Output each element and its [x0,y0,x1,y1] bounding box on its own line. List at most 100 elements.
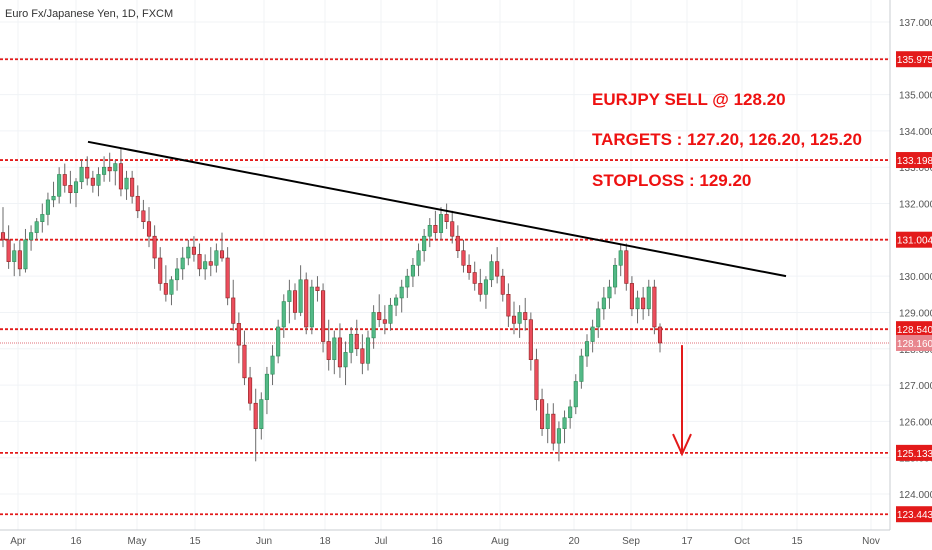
x-tick-label: 17 [681,536,693,547]
candle-body [613,264,618,288]
candle-body [124,177,129,190]
candle-body [113,163,118,172]
candle-body [281,301,286,328]
annotation-stoploss: STOPLOSS : 129.20 [592,171,752,190]
x-tick-label: Jul [375,536,388,547]
x-tick-label: Aug [491,536,509,547]
candle-body [343,352,348,368]
y-tick-label: 124.000 [899,490,932,501]
candle-body [298,279,303,313]
candle-body [219,250,225,259]
price-axis-labels: 124.000125.000126.000127.000128.000129.0… [896,18,932,523]
level-price-label: 123.443 [897,510,932,521]
candle-body [51,195,56,201]
candle-body [62,174,67,186]
time-axis-labels: Apr 16 May 15 Jun 18 Jul 16 Aug 20 Sep 17 Oct 15 Nov [10,536,880,547]
candle-body [444,214,449,222]
candle-body [545,413,550,429]
candle-body [422,235,427,252]
candle-body [528,319,533,360]
candle-body [377,312,382,321]
level-price-label: 131.004 [897,236,932,247]
candle-body [568,406,573,419]
candle-body [79,166,84,183]
trendline [87,140,787,278]
candle-body [276,326,281,357]
candle-body [315,286,320,291]
candle-body [635,297,640,310]
candle-body [197,254,202,270]
candle-body [242,344,247,379]
candle-body [337,337,342,368]
level-price-tag [896,51,932,68]
chart-title: Euro Fx/Japanese Yen, 1D, FXCM [5,8,174,20]
candle-body [579,355,584,382]
candle-body [365,337,371,364]
overlays [87,140,787,457]
level-price-tag [896,231,932,248]
candle-body [500,275,505,295]
candle-body [208,261,213,266]
candle-body [107,166,112,172]
candle-body [405,275,410,288]
level-price-tag [896,152,932,169]
candle-body [511,315,517,324]
candle-body [57,174,62,197]
candle-body [248,377,253,404]
candle-body [169,279,174,295]
candle-body [253,402,258,429]
candle-body [399,286,404,299]
candle-body [203,261,208,270]
candle-body [158,257,163,284]
level-price-tag [896,321,932,338]
candle-body [12,250,17,262]
x-tick-label: 18 [319,536,331,547]
candle-body [332,337,337,360]
candle-body [68,185,73,193]
candle-body [349,333,354,353]
x-tick-label: 16 [431,536,443,547]
x-tick-label: Nov [862,536,880,547]
y-tick-label: 130.000 [899,272,932,283]
candle-body [236,323,241,346]
candle-body [388,304,393,324]
candle-body [102,166,107,175]
x-tick-label: 15 [791,536,803,547]
candle-body [360,348,365,364]
candle-body [326,341,331,360]
level-price-label: 135.975 [897,55,932,66]
x-tick-label: 16 [70,536,82,547]
candle-body [601,297,606,310]
gridlines [0,0,890,530]
x-tick-label: Apr [10,536,26,547]
candle-body [641,297,646,310]
candle-body [292,290,298,313]
candle-body [607,286,612,299]
candle-body [45,199,50,215]
level-price-label: 133.198 [897,156,932,167]
candle-body [264,373,269,400]
candle-body [618,250,623,266]
y-tick-label: 135.000 [899,91,932,102]
level-price-label: 125.133 [897,449,932,460]
candle-body [146,221,152,237]
candle-body [495,261,500,277]
axes [0,0,891,531]
candle-body [523,312,528,321]
candle-body [231,297,236,324]
y-tick-label: 133.000 [899,163,932,174]
candle-body [483,279,488,295]
candle-body [556,428,561,444]
candle-body [259,399,264,429]
candle-body [478,283,483,295]
candle-body [450,221,455,237]
level-price-tag [896,334,932,351]
candle-body [472,272,477,284]
candle-body [141,210,146,222]
candle-body [163,283,168,295]
candle-body [180,257,185,270]
candle-body [130,177,135,197]
x-tick-label: Sep [622,536,640,547]
candle-body [467,264,472,273]
